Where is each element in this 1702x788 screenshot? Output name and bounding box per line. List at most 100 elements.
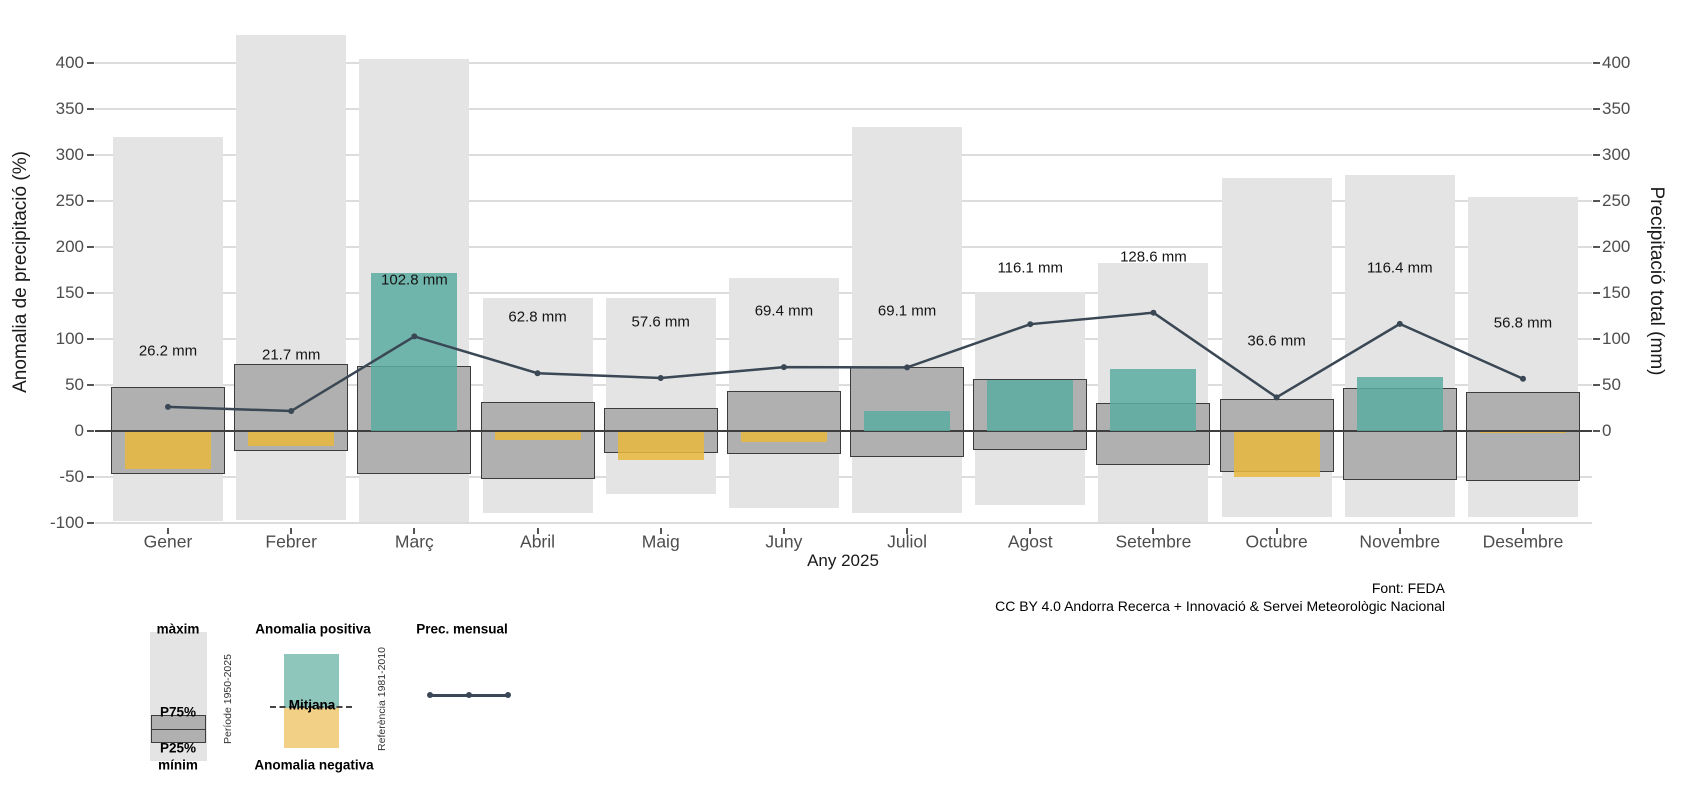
y-axis-left-tick [87, 476, 94, 478]
y-axis-right-tick-label: 400 [1602, 53, 1631, 72]
legend-anomaly-negative-label: Anomalia negativa [254, 757, 374, 773]
precip-point [288, 408, 295, 415]
legend-period-label: Període 1950-2025 [222, 654, 234, 744]
y-axis-right-tick-label: 200 [1602, 237, 1631, 256]
x-axis-tick [659, 528, 662, 534]
precip-value-label: 21.7 mm [261, 346, 321, 364]
plot-panel: 400 350 300 250 200 150 100 50 0 -50 -100 400 350 300… [49, 35, 1631, 552]
y-axis-right-tick [1593, 292, 1600, 294]
y-axis-right-tick [1593, 246, 1600, 248]
y-axis-left-tick-label: -50 [59, 467, 84, 486]
legend-mean-dashed-line [270, 706, 352, 708]
anomaly-negative-bar [1479, 432, 1566, 434]
precip-value-label: 128.6 mm [1120, 248, 1187, 266]
precip-point [165, 403, 171, 410]
y-axis-left-tick [87, 108, 94, 110]
y-axis-right-tick-label: 300 [1602, 145, 1631, 164]
source-line: Font: FEDA [1371, 580, 1445, 596]
x-axis-tick [1152, 528, 1155, 534]
x-axis-tick [1398, 528, 1401, 534]
anomaly-positive-bar [987, 380, 1074, 431]
x-axis-month-label: Març [394, 531, 434, 552]
y-axis-left-tick [87, 522, 94, 524]
y-axis-right-tick-label: 150 [1602, 283, 1631, 302]
y-axis-left-tick-label: 250 [55, 191, 84, 210]
x-axis-tick [290, 528, 293, 534]
precip-point [534, 370, 541, 377]
gridline [95, 338, 1592, 340]
y-axis-left-tick [87, 200, 94, 202]
y-axis-left-tick [87, 62, 94, 64]
y-axis-right-tick [1593, 430, 1600, 432]
y-axis-left-tick-label: 0 [74, 421, 84, 440]
y-axis-left-tick [87, 154, 94, 156]
x-axis-month-label: Juny [765, 531, 803, 552]
x-axis-month-label: Octubre [1245, 531, 1308, 552]
gridline [95, 292, 1592, 294]
legend-anomaly-negative-swatch [284, 708, 339, 748]
legend-p25-label: P25% [159, 740, 197, 756]
x-axis-month-label: Juliol [887, 531, 928, 552]
x-axis-month-label: Maig [641, 531, 680, 552]
x-axis-month-label: Setembre [1115, 531, 1192, 552]
range-bar [605, 297, 716, 495]
anomaly-negative-bar [617, 432, 704, 461]
y-axis-right-tick-label: 350 [1602, 99, 1631, 118]
y-axis-left-tick-label: 150 [55, 283, 84, 302]
anomaly-negative-bar [125, 432, 211, 469]
legend-line-dot [505, 692, 511, 698]
precip-value-label: 57.6 mm [631, 313, 690, 331]
x-axis-month-label: Febrer [265, 531, 317, 552]
x-axis-month-label: Agost [1007, 531, 1053, 552]
anomaly-negative-bar [1233, 432, 1320, 477]
precip-value-label: 69.4 mm [754, 302, 814, 320]
precip-point [1396, 320, 1403, 327]
precip-point [1150, 309, 1157, 316]
precip-value-label: 56.8 mm [1493, 314, 1553, 332]
zero-line [95, 429, 1592, 433]
precip-point [657, 375, 664, 382]
legend-min-label: mínim [158, 757, 198, 773]
y-axis-left-tick [87, 292, 94, 294]
gridline [95, 154, 1592, 156]
precip-point [1273, 394, 1280, 401]
y-axis-left-tick [87, 246, 94, 248]
x-axis-tick [1029, 528, 1032, 534]
legend-reference-label: Referència 1981-2010 [376, 647, 388, 751]
precip-line [167, 311, 1524, 413]
anomaly-negative-bar [494, 432, 581, 441]
x-axis-tick [167, 528, 169, 534]
y-axis-left-tick-label: 50 [65, 375, 84, 394]
y-axis-left-tick-label: -100 [49, 513, 84, 532]
x-axis-month-label: Gener [143, 531, 193, 552]
precip-point [1027, 321, 1034, 328]
precip-point [904, 364, 911, 371]
precip-value-label: 62.8 mm [508, 308, 567, 326]
y-axis-left-tick-label: 200 [55, 237, 84, 256]
gridline [95, 384, 1592, 386]
y-axis-right-tick [1593, 108, 1600, 110]
precip-value-label: 102.8 mm [381, 271, 448, 289]
precip-value-label: 36.6 mm [1247, 332, 1306, 350]
precip-value-label: 116.1 mm [997, 259, 1064, 277]
y-axis-right-tick-label: 50 [1602, 375, 1621, 394]
y-axis-right-tick [1593, 338, 1600, 340]
x-axis-month-label: Abril [520, 531, 556, 552]
gridline [95, 246, 1592, 248]
y-axis-right-tick-label: 0 [1602, 421, 1612, 440]
y-axis-left-tick [87, 384, 94, 386]
anomaly-positive-bar [1110, 369, 1197, 431]
y-axis-right-tick-label: 250 [1602, 191, 1631, 210]
legend-line-dot [466, 692, 472, 698]
gridline [95, 108, 1592, 110]
anomaly-negative-bar [248, 432, 335, 446]
anomaly-positive-bar [1356, 376, 1443, 431]
x-axis-month-label: Desembre [1482, 531, 1564, 552]
y-axis-right-tick-label: 100 [1602, 329, 1631, 348]
legend-p75-label: P75% [159, 704, 197, 720]
precip-line-chart [165, 309, 1526, 415]
legend-mean-label: Mitjana [288, 697, 336, 713]
iqr-box [726, 391, 841, 454]
attribution: Font: FEDA CC BY 4.0 Andorra Recerca + I… [995, 579, 1445, 615]
